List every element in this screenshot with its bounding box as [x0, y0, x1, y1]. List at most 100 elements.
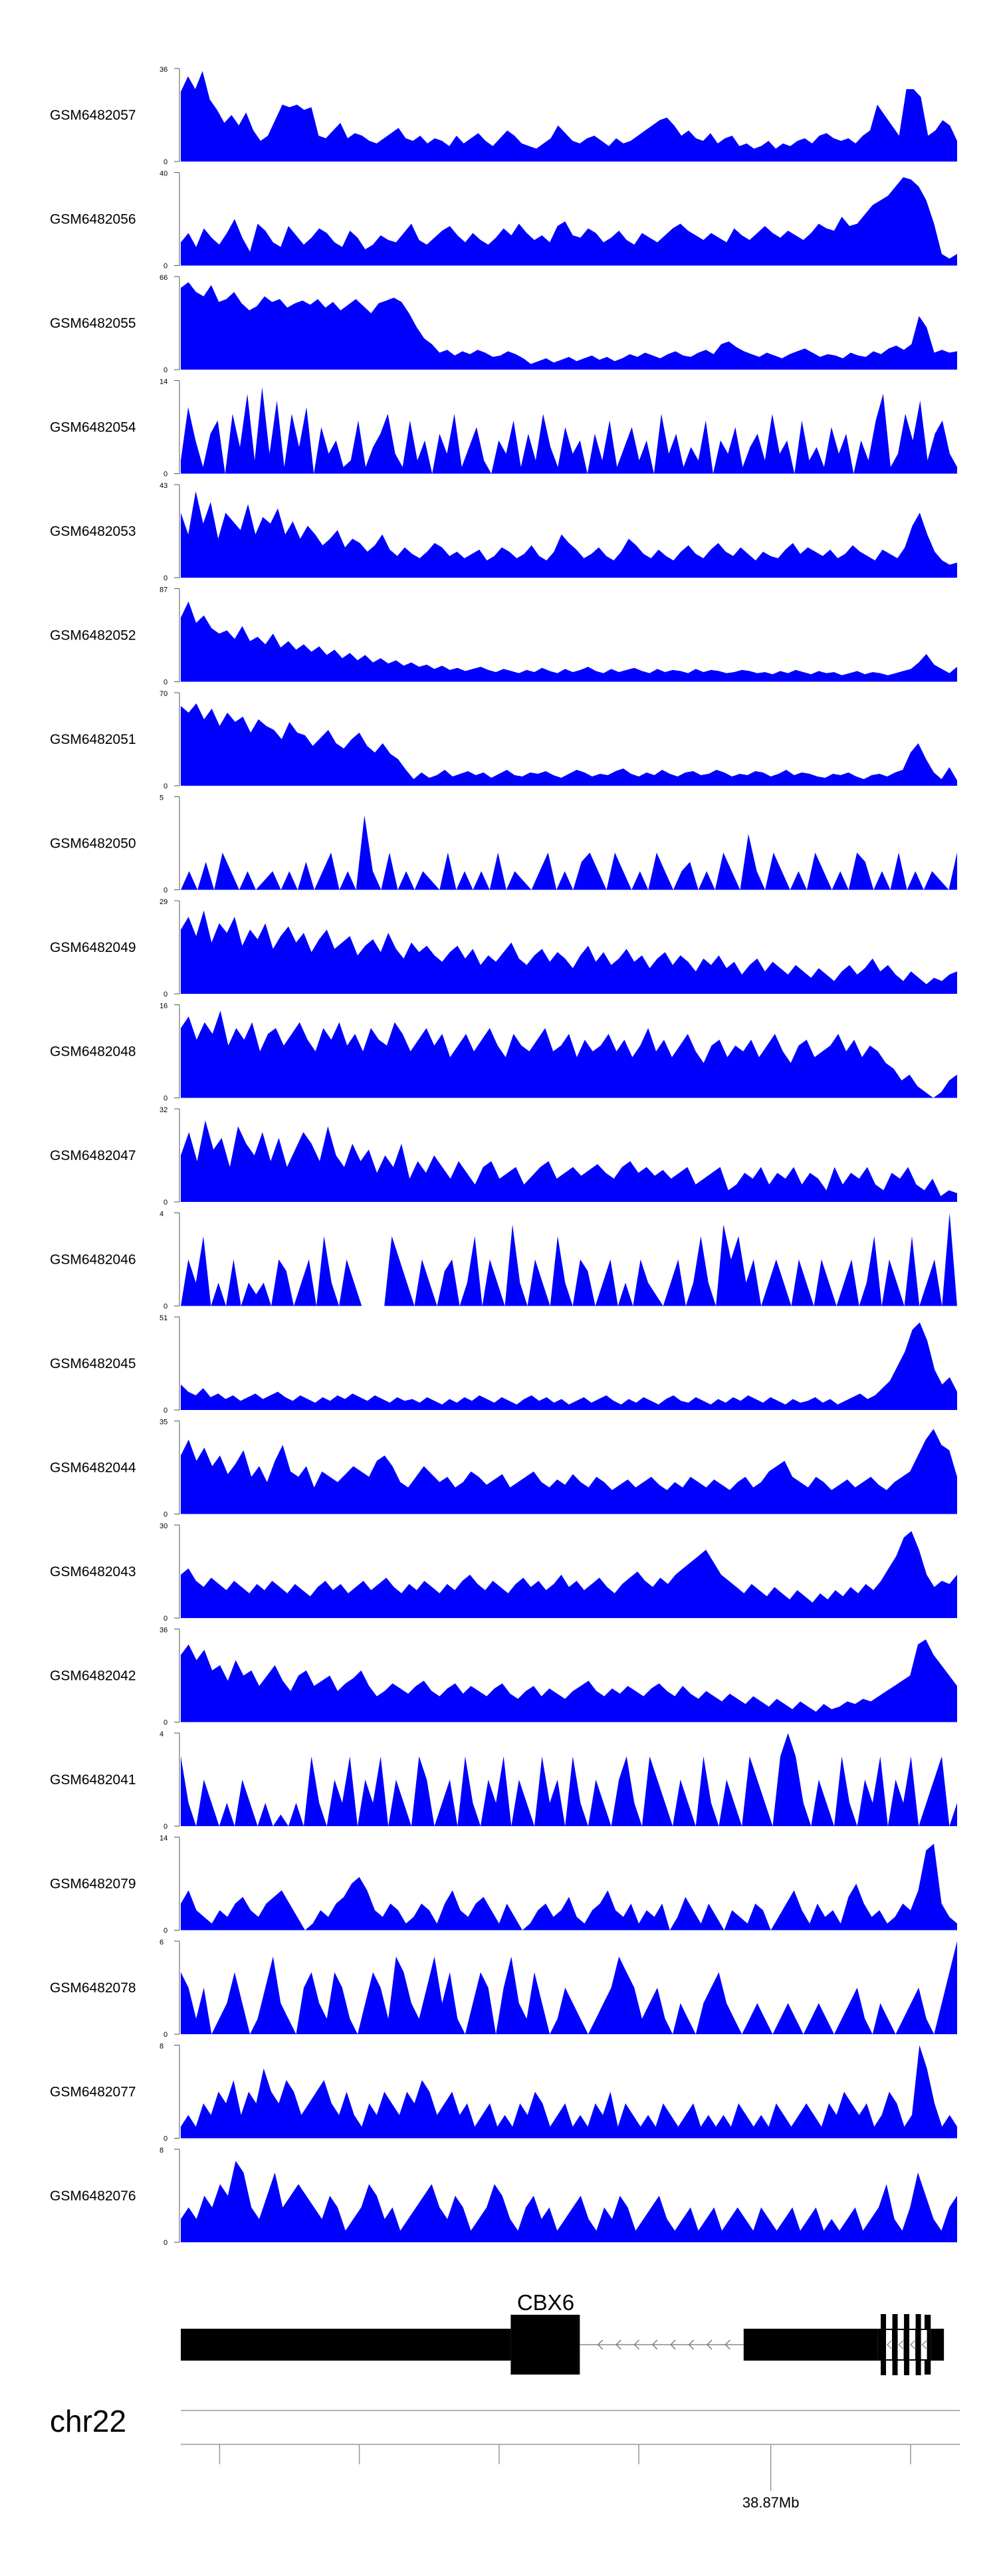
coverage-area — [181, 2161, 957, 2242]
track-label: GSM6482048 — [50, 1044, 136, 1060]
coverage-area — [181, 1639, 957, 1722]
scale-min-label: 0 — [164, 1615, 167, 1623]
scale-min-label: 0 — [164, 2135, 167, 2143]
scale-max-label: 70 — [160, 690, 167, 698]
track-GSM6482041: GSM6482041 4 0 — [50, 1730, 957, 1831]
strand-arrow — [597, 2339, 604, 2350]
scale-max-label: 87 — [160, 586, 167, 594]
scale-max-label: 4 — [160, 1730, 164, 1738]
track-label: GSM6482076 — [50, 2188, 136, 2204]
track-label: GSM6482055 — [50, 316, 136, 331]
track-label: GSM6482044 — [50, 1461, 136, 1476]
strand-arrow — [688, 2339, 695, 2350]
coverage-area — [181, 491, 957, 578]
scale-max-label: 36 — [160, 1627, 167, 1635]
scale-min-label: 0 — [164, 782, 167, 790]
coverage-area — [181, 387, 957, 474]
coverage-area — [181, 1010, 957, 1098]
track-GSM6482043: GSM6482043 30 0 — [50, 1522, 957, 1623]
scale-min-label: 0 — [164, 263, 167, 271]
track-label: GSM6482079 — [50, 1877, 136, 1892]
track-GSM6482044: GSM6482044 35 0 — [50, 1419, 957, 1519]
scale-min-label: 0 — [164, 2239, 167, 2247]
track-GSM6482046: GSM6482046 4 0 — [50, 1211, 957, 1311]
gene-utr-block — [743, 2329, 878, 2361]
scale-max-label: 43 — [160, 482, 167, 490]
coverage-area — [181, 1429, 957, 1514]
scale-max-label: 35 — [160, 1419, 167, 1427]
scale-min-label: 0 — [164, 1407, 167, 1415]
track-label: GSM6482042 — [50, 1669, 136, 1684]
strand-arrow — [921, 2340, 927, 2349]
track-GSM6482055: GSM6482055 66 0 — [50, 274, 957, 374]
gene-exon-gap — [897, 2330, 904, 2359]
track-GSM6482049: GSM6482049 29 0 — [50, 898, 957, 998]
track-GSM6482045: GSM6482045 51 0 — [50, 1314, 957, 1415]
track-GSM6482051: GSM6482051 70 0 — [50, 690, 957, 790]
track-label: GSM6482043 — [50, 1564, 136, 1580]
coverage-area — [181, 1120, 957, 1202]
scale-min-label: 0 — [164, 1303, 167, 1311]
coverage-area — [181, 1531, 957, 1618]
track-label: GSM6482078 — [50, 1980, 136, 1996]
gene-exon — [915, 2314, 921, 2375]
track-label: GSM6482049 — [50, 940, 136, 955]
scale-max-label: 4 — [160, 1211, 164, 1219]
scale-max-label: 29 — [160, 898, 167, 906]
scale-max-label: 66 — [160, 274, 167, 282]
track-GSM6482052: GSM6482052 87 0 — [50, 586, 957, 687]
gene-exon — [904, 2314, 910, 2375]
scale-max-label: 30 — [160, 1522, 167, 1530]
scale-max-label: 36 — [160, 66, 167, 74]
scale-max-label: 16 — [160, 1002, 167, 1010]
track-GSM6482079: GSM6482079 14 0 — [50, 1835, 957, 1935]
strand-arrow — [707, 2339, 713, 2350]
scale-min-label: 0 — [164, 1095, 167, 1103]
track-GSM6482050: GSM6482050 5 0 — [50, 794, 957, 895]
coverage-area — [181, 815, 957, 890]
coverage-area — [181, 1213, 957, 1306]
track-label: GSM6482057 — [50, 108, 136, 123]
scale-min-label: 0 — [164, 471, 167, 479]
coverage-area — [181, 1941, 957, 2034]
scale-min-label: 0 — [164, 679, 167, 687]
track-label: GSM6482050 — [50, 836, 136, 852]
scale-max-label: 32 — [160, 1106, 167, 1114]
scale-max-label: 14 — [160, 378, 167, 386]
scale-max-label: 14 — [160, 1835, 167, 1843]
gene-exon-gap — [886, 2330, 893, 2359]
gene-cds-block — [510, 2315, 580, 2375]
track-GSM6482077: GSM6482077 8 0 — [50, 2043, 957, 2143]
gene-track: CBX6 — [181, 2290, 944, 2375]
scale-min-label: 0 — [164, 887, 167, 895]
coverage-tracks: GSM6482057360GSM6482056400GSM6482055660G… — [50, 66, 957, 2247]
strand-arrow — [651, 2339, 658, 2350]
scale-min-label: 0 — [164, 1719, 167, 1727]
gene-exon-gap — [921, 2330, 927, 2359]
scale-min-label: 0 — [164, 574, 167, 582]
strand-arrow — [887, 2340, 892, 2349]
strand-arrow — [670, 2339, 676, 2350]
track-GSM6482042: GSM6482042 36 0 — [50, 1627, 957, 1727]
coverage-area — [181, 1322, 957, 1410]
track-label: GSM6482046 — [50, 1252, 136, 1268]
scale-min-label: 0 — [164, 1927, 167, 1935]
strand-arrow — [898, 2340, 903, 2349]
track-GSM6482054: GSM6482054 14 0 — [50, 378, 957, 479]
track-label: GSM6482077 — [50, 2085, 136, 2100]
coverage-area — [181, 70, 957, 162]
coverage-area — [181, 601, 957, 682]
track-GSM6482053: GSM6482053 43 0 — [50, 482, 957, 582]
scale-min-label: 0 — [164, 1511, 167, 1519]
gene-utr-block — [931, 2329, 944, 2361]
track-label: GSM6482045 — [50, 1356, 136, 1371]
track-label: GSM6482053 — [50, 524, 136, 539]
coverage-area — [181, 703, 957, 786]
strand-arrow — [633, 2339, 639, 2350]
track-label: GSM6482041 — [50, 1772, 136, 1788]
coverage-area — [181, 282, 957, 370]
scale-min-label: 0 — [164, 366, 167, 374]
track-GSM6482047: GSM6482047 32 0 — [50, 1106, 957, 1207]
